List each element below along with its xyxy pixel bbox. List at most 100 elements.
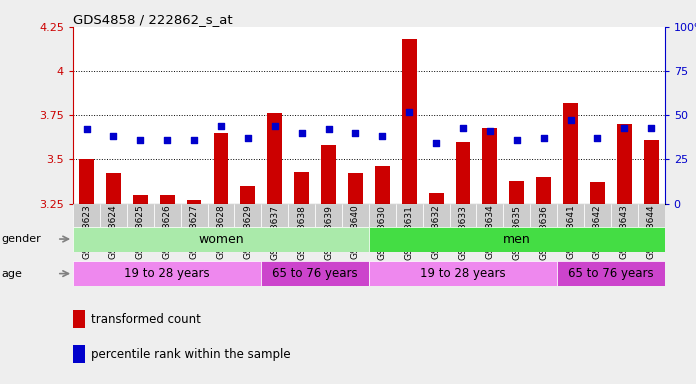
Bar [294,172,309,204]
Text: age: age [1,268,22,279]
Point [189,137,200,143]
Point [215,123,226,129]
Bar [482,127,497,204]
Point [511,137,522,143]
Bar [267,113,282,204]
Bar [348,174,363,204]
Bar [73,227,369,252]
Text: GSM948632: GSM948632 [432,205,441,260]
Bar [207,204,235,227]
Point [619,124,630,131]
Text: GSM948626: GSM948626 [163,205,172,260]
Point [108,133,119,139]
Point [296,130,307,136]
Bar [644,140,658,204]
Bar [73,345,85,363]
Text: 65 to 76 years: 65 to 76 years [272,267,358,280]
Bar [315,204,342,227]
Point [431,141,442,147]
Bar [557,204,584,227]
Bar [133,195,148,204]
Bar [509,180,524,204]
Bar [235,204,261,227]
Point [269,123,280,129]
Point [135,137,146,143]
Bar [590,182,605,204]
Bar [73,204,100,227]
Bar [261,261,369,286]
Point [377,133,388,139]
Text: GSM948630: GSM948630 [378,205,387,260]
Text: GSM948633: GSM948633 [459,205,468,260]
Bar [100,204,127,227]
Text: GSM948639: GSM948639 [324,205,333,260]
Point [350,130,361,136]
Bar [79,159,94,204]
Bar [181,204,207,227]
Bar [537,177,551,204]
Point [81,126,92,132]
Point [323,126,334,132]
Bar [402,39,417,204]
Point [242,135,253,141]
Bar [584,204,611,227]
Text: GSM948629: GSM948629 [244,205,253,260]
Bar [369,227,665,252]
Text: GSM948624: GSM948624 [109,205,118,259]
Bar [450,204,477,227]
Point [161,137,173,143]
Bar [288,204,315,227]
Text: GSM948627: GSM948627 [189,205,198,260]
Text: percentile rank within the sample: percentile rank within the sample [90,348,290,361]
Point [565,118,576,124]
Text: GSM948643: GSM948643 [620,205,629,260]
Bar [375,166,390,204]
Text: GSM948641: GSM948641 [566,205,575,260]
Bar [503,204,530,227]
Bar [106,174,121,204]
Bar [127,204,154,227]
Point [457,124,468,131]
Text: GSM948623: GSM948623 [82,205,91,260]
Text: GSM948635: GSM948635 [512,205,521,260]
Bar [187,200,201,204]
Text: gender: gender [1,234,41,244]
Text: 19 to 28 years: 19 to 28 years [420,267,506,280]
Text: GSM948636: GSM948636 [539,205,548,260]
Text: GSM948637: GSM948637 [270,205,279,260]
Text: GDS4858 / 222862_s_at: GDS4858 / 222862_s_at [73,13,232,26]
Text: GSM948625: GSM948625 [136,205,145,260]
Bar [73,261,261,286]
Bar [638,204,665,227]
Text: GSM948642: GSM948642 [593,205,602,259]
Bar [321,145,336,204]
Bar [477,204,503,227]
Text: 19 to 28 years: 19 to 28 years [125,267,210,280]
Bar [241,186,255,204]
Text: GSM948631: GSM948631 [404,205,413,260]
Text: GSM948640: GSM948640 [351,205,360,260]
Point [404,109,415,115]
Bar [563,103,578,204]
Point [646,124,657,131]
Bar [611,204,638,227]
Bar [530,204,557,227]
Text: women: women [198,233,244,245]
Bar [160,195,175,204]
Bar [456,142,470,204]
Bar [369,204,396,227]
Text: 65 to 76 years: 65 to 76 years [568,267,654,280]
Bar [429,193,443,204]
Bar [342,204,369,227]
Text: transformed count: transformed count [90,313,200,326]
Bar [396,204,422,227]
Bar [369,261,557,286]
Text: men: men [503,233,530,245]
Bar [557,261,665,286]
Text: GSM948638: GSM948638 [297,205,306,260]
Point [484,128,496,134]
Text: GSM948628: GSM948628 [216,205,226,260]
Bar [261,204,288,227]
Bar [73,310,85,328]
Text: GSM948634: GSM948634 [485,205,494,260]
